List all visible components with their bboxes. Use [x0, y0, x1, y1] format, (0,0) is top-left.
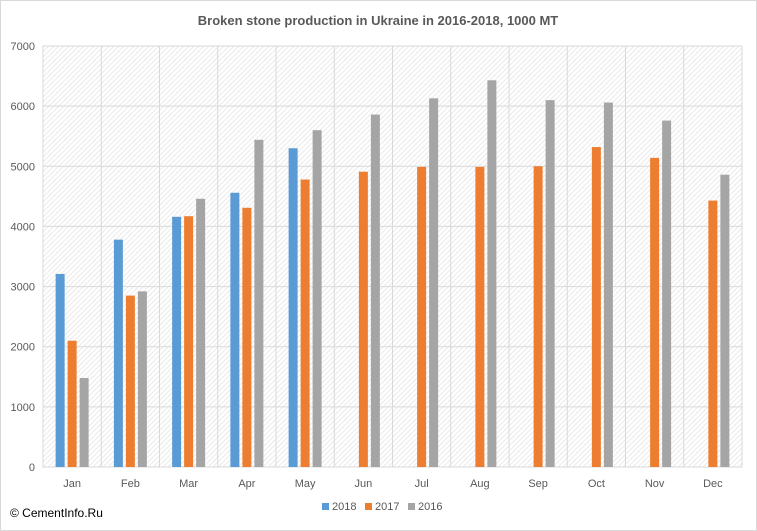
bar-2017-jul: [417, 166, 427, 467]
x-tick-label: Feb: [121, 478, 140, 490]
y-tick-label: 3000: [11, 282, 35, 294]
bar-2017-aug: [475, 166, 485, 467]
legend-swatch-2016: [408, 503, 415, 510]
legend-label-2017: 2017: [375, 501, 399, 513]
bar-2017-jan: [67, 340, 77, 467]
bars: [55, 80, 730, 468]
bar-2017-nov: [650, 157, 660, 467]
bar-2017-jun: [358, 171, 368, 467]
x-tick-label: Apr: [238, 478, 255, 490]
gridlines: [43, 45, 742, 468]
x-tick-label: Jun: [355, 478, 373, 490]
bar-2018-feb: [113, 239, 123, 467]
x-tick-label: Jul: [415, 478, 429, 490]
y-tick-label: 2000: [11, 342, 35, 354]
x-tick-label: Mar: [179, 478, 198, 490]
bar-2016-jan: [79, 377, 89, 467]
bar-2016-oct: [603, 102, 613, 467]
legend-swatch-2018: [322, 503, 329, 510]
x-tick-label: Oct: [588, 478, 605, 490]
y-tick-label: 0: [29, 462, 35, 474]
legend-label-2018: 2018: [332, 501, 356, 513]
y-tick-label: 1000: [11, 402, 35, 414]
legend-label-2016: 2016: [418, 501, 442, 513]
bar-2016-mar: [196, 198, 206, 467]
x-tick-label: Nov: [645, 478, 665, 490]
bar-2017-mar: [184, 216, 194, 467]
axis-labels: 0 1000 2000 3000 4000 5000 6000 7000 Jan Feb Mar Ap…: [11, 41, 724, 490]
x-tick-label: May: [295, 478, 316, 490]
bar-2017-dec: [708, 200, 718, 467]
bar-2016-feb: [137, 291, 147, 467]
bar-2016-dec: [720, 174, 730, 467]
watermark: © CementInfo.Ru: [10, 506, 103, 520]
x-tick-label: Jan: [63, 478, 81, 490]
y-tick-label: 6000: [11, 101, 35, 113]
bar-2018-may: [288, 148, 298, 467]
y-tick-label: 4000: [11, 221, 35, 233]
bar-2017-sep: [533, 166, 543, 468]
bar-2017-may: [300, 179, 310, 467]
legend: 2018 2017 2016: [322, 501, 442, 513]
x-tick-label: Aug: [470, 478, 490, 490]
x-tick-label: Dec: [703, 478, 723, 490]
bar-2018-apr: [230, 192, 240, 467]
bar-2017-feb: [125, 295, 135, 467]
bar-2016-may: [312, 130, 322, 467]
bar-2018-jan: [55, 273, 65, 467]
bar-2016-sep: [545, 100, 555, 467]
y-tick-label: 5000: [11, 161, 35, 173]
bar-2016-jun: [370, 114, 380, 467]
bar-2016-jul: [429, 98, 439, 468]
bar-2017-apr: [242, 207, 252, 467]
y-tick-label: 7000: [11, 41, 35, 53]
x-tick-label: Sep: [528, 478, 548, 490]
bar-2016-aug: [487, 80, 497, 467]
legend-swatch-2017: [365, 503, 372, 510]
bar-2018-mar: [172, 216, 182, 467]
bar-2016-apr: [254, 139, 264, 467]
bar-2016-nov: [662, 120, 672, 467]
chart-title: Broken stone production in Ukraine in 20…: [198, 13, 559, 28]
bar-2017-oct: [591, 147, 601, 468]
